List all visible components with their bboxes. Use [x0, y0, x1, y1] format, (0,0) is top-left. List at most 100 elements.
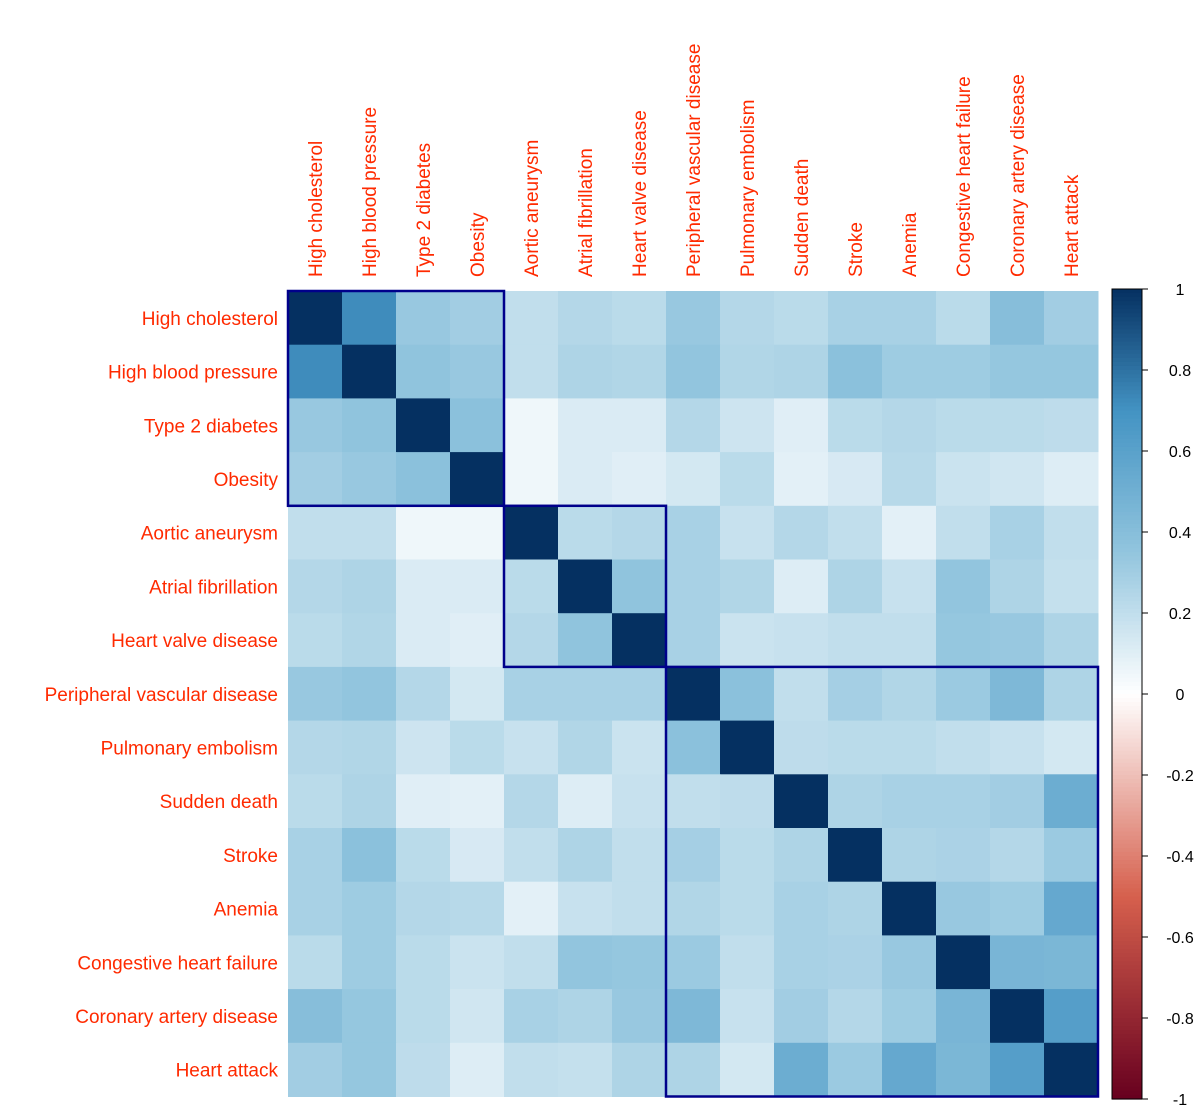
heatmap-cell — [558, 828, 613, 883]
heatmap-cell — [990, 452, 1045, 507]
heatmap-cell — [720, 613, 775, 668]
heatmap-cell — [882, 935, 937, 990]
heatmap-cell — [990, 559, 1045, 614]
heatmap-cell — [990, 398, 1045, 453]
heatmap-cell — [882, 774, 937, 829]
colorbar-segment — [1112, 313, 1142, 318]
colorbar-segment — [1112, 714, 1142, 719]
colorbar-segment — [1112, 495, 1142, 501]
heatmap-cell — [990, 774, 1045, 829]
row-label: Sudden death — [160, 792, 278, 813]
colorbar-segment — [1112, 499, 1142, 505]
colorbar-segment — [1112, 1062, 1142, 1068]
colorbar-segment — [1112, 718, 1142, 723]
column-label: Type 2 diabetes — [414, 143, 435, 277]
heatmap-cell — [1044, 828, 1099, 883]
colorbar-segment — [1112, 422, 1142, 428]
heatmap-cell — [558, 774, 613, 829]
heatmap-cell — [504, 398, 559, 453]
heatmap-cell — [612, 398, 667, 453]
heatmap-cell — [936, 291, 991, 346]
colorbar-segment — [1112, 365, 1142, 371]
colorbar-segment — [1112, 386, 1142, 391]
row-label: High cholesterol — [142, 309, 278, 330]
row-label: Peripheral vascular disease — [45, 685, 278, 706]
heatmap-cell — [450, 559, 505, 614]
heatmap-cell — [558, 666, 613, 722]
colorbar-segment — [1112, 382, 1142, 387]
colorbar-segment — [1112, 629, 1142, 634]
colorbar-segment — [1112, 945, 1142, 950]
row-label: Coronary artery disease — [75, 1007, 278, 1028]
heatmap-cell — [828, 452, 883, 507]
colorbar-segment — [1112, 325, 1142, 331]
colorbar-segment — [1112, 819, 1142, 825]
colorbar-segment — [1112, 584, 1142, 590]
colorbar-segment — [1112, 374, 1142, 379]
cluster-boxes — [286, 289, 1100, 1098]
heatmap-cell — [612, 989, 667, 1044]
colorbar-segment — [1112, 775, 1142, 780]
colorbar-segment — [1112, 1005, 1142, 1011]
colorbar-segment — [1112, 556, 1142, 561]
heatmap-cell — [288, 291, 343, 346]
heatmap-cell — [936, 828, 991, 883]
heatmap-cell — [558, 559, 613, 614]
colorbar-segment — [1112, 928, 1142, 934]
colorbar-segment — [1112, 446, 1142, 452]
heatmap-cell — [666, 344, 721, 399]
heatmap-cell — [720, 559, 775, 614]
colorbar-segment — [1112, 633, 1142, 638]
colorbar-segment — [1112, 758, 1142, 764]
colorbar-tick-label: 0.6 — [1169, 444, 1191, 461]
colorbar-segment — [1112, 685, 1142, 691]
heatmap-cell — [342, 505, 397, 560]
heatmap-cell — [558, 291, 613, 346]
heatmap-cell — [396, 935, 451, 990]
heatmap-cell — [504, 720, 559, 775]
heatmap-cell — [558, 344, 613, 399]
heatmap-cell — [558, 452, 613, 507]
colorbar-segment — [1112, 430, 1142, 436]
colorbar-segment — [1112, 1058, 1142, 1064]
colorbar-segment — [1112, 673, 1142, 679]
colorbar-tick-label: 0 — [1176, 687, 1185, 704]
colorbar-segment — [1112, 932, 1142, 938]
heatmap-cell — [342, 720, 397, 775]
colorbar-segment — [1112, 1038, 1142, 1043]
heatmap-cell — [504, 666, 559, 722]
heatmap-cell — [342, 935, 397, 990]
heatmap-cell — [1044, 559, 1099, 614]
column-labels: High cholesterol High blood pressure Type … — [306, 44, 1083, 277]
heatmap-cell — [1044, 452, 1099, 507]
heatmap-cell — [450, 505, 505, 560]
colorbar-segment — [1112, 908, 1142, 914]
colorbar-tick-label: -0.6 — [1166, 930, 1194, 947]
colorbar-segment — [1112, 519, 1142, 525]
colorbar-segment — [1112, 977, 1142, 983]
row-label: High blood pressure — [108, 363, 278, 384]
heatmap-cell — [612, 559, 667, 614]
colorbar-segment — [1112, 370, 1142, 375]
heatmap-cell — [612, 774, 667, 829]
colorbar-segment — [1112, 645, 1142, 651]
heatmap-cell — [1044, 505, 1099, 560]
heatmap-cell — [882, 452, 937, 507]
colorbar-segment — [1112, 536, 1142, 541]
column-label: Atrial fibrillation — [576, 148, 597, 277]
colorbar-segment — [1112, 483, 1142, 489]
colorbar-segment — [1112, 329, 1142, 335]
colorbar-segment — [1112, 503, 1142, 509]
heatmap-cell — [342, 613, 397, 668]
colorbar-segment — [1112, 588, 1142, 594]
colorbar-tick-label: 0.2 — [1169, 606, 1191, 623]
colorbar-segment — [1112, 969, 1142, 975]
colorbar-segment — [1112, 540, 1142, 545]
heatmap-cell — [288, 559, 343, 614]
colorbar-segment — [1112, 361, 1142, 367]
colorbar-segment — [1112, 876, 1142, 881]
heatmap-cell — [666, 505, 721, 560]
colorbar-segment — [1112, 649, 1142, 655]
colorbar-segment — [1112, 625, 1142, 630]
